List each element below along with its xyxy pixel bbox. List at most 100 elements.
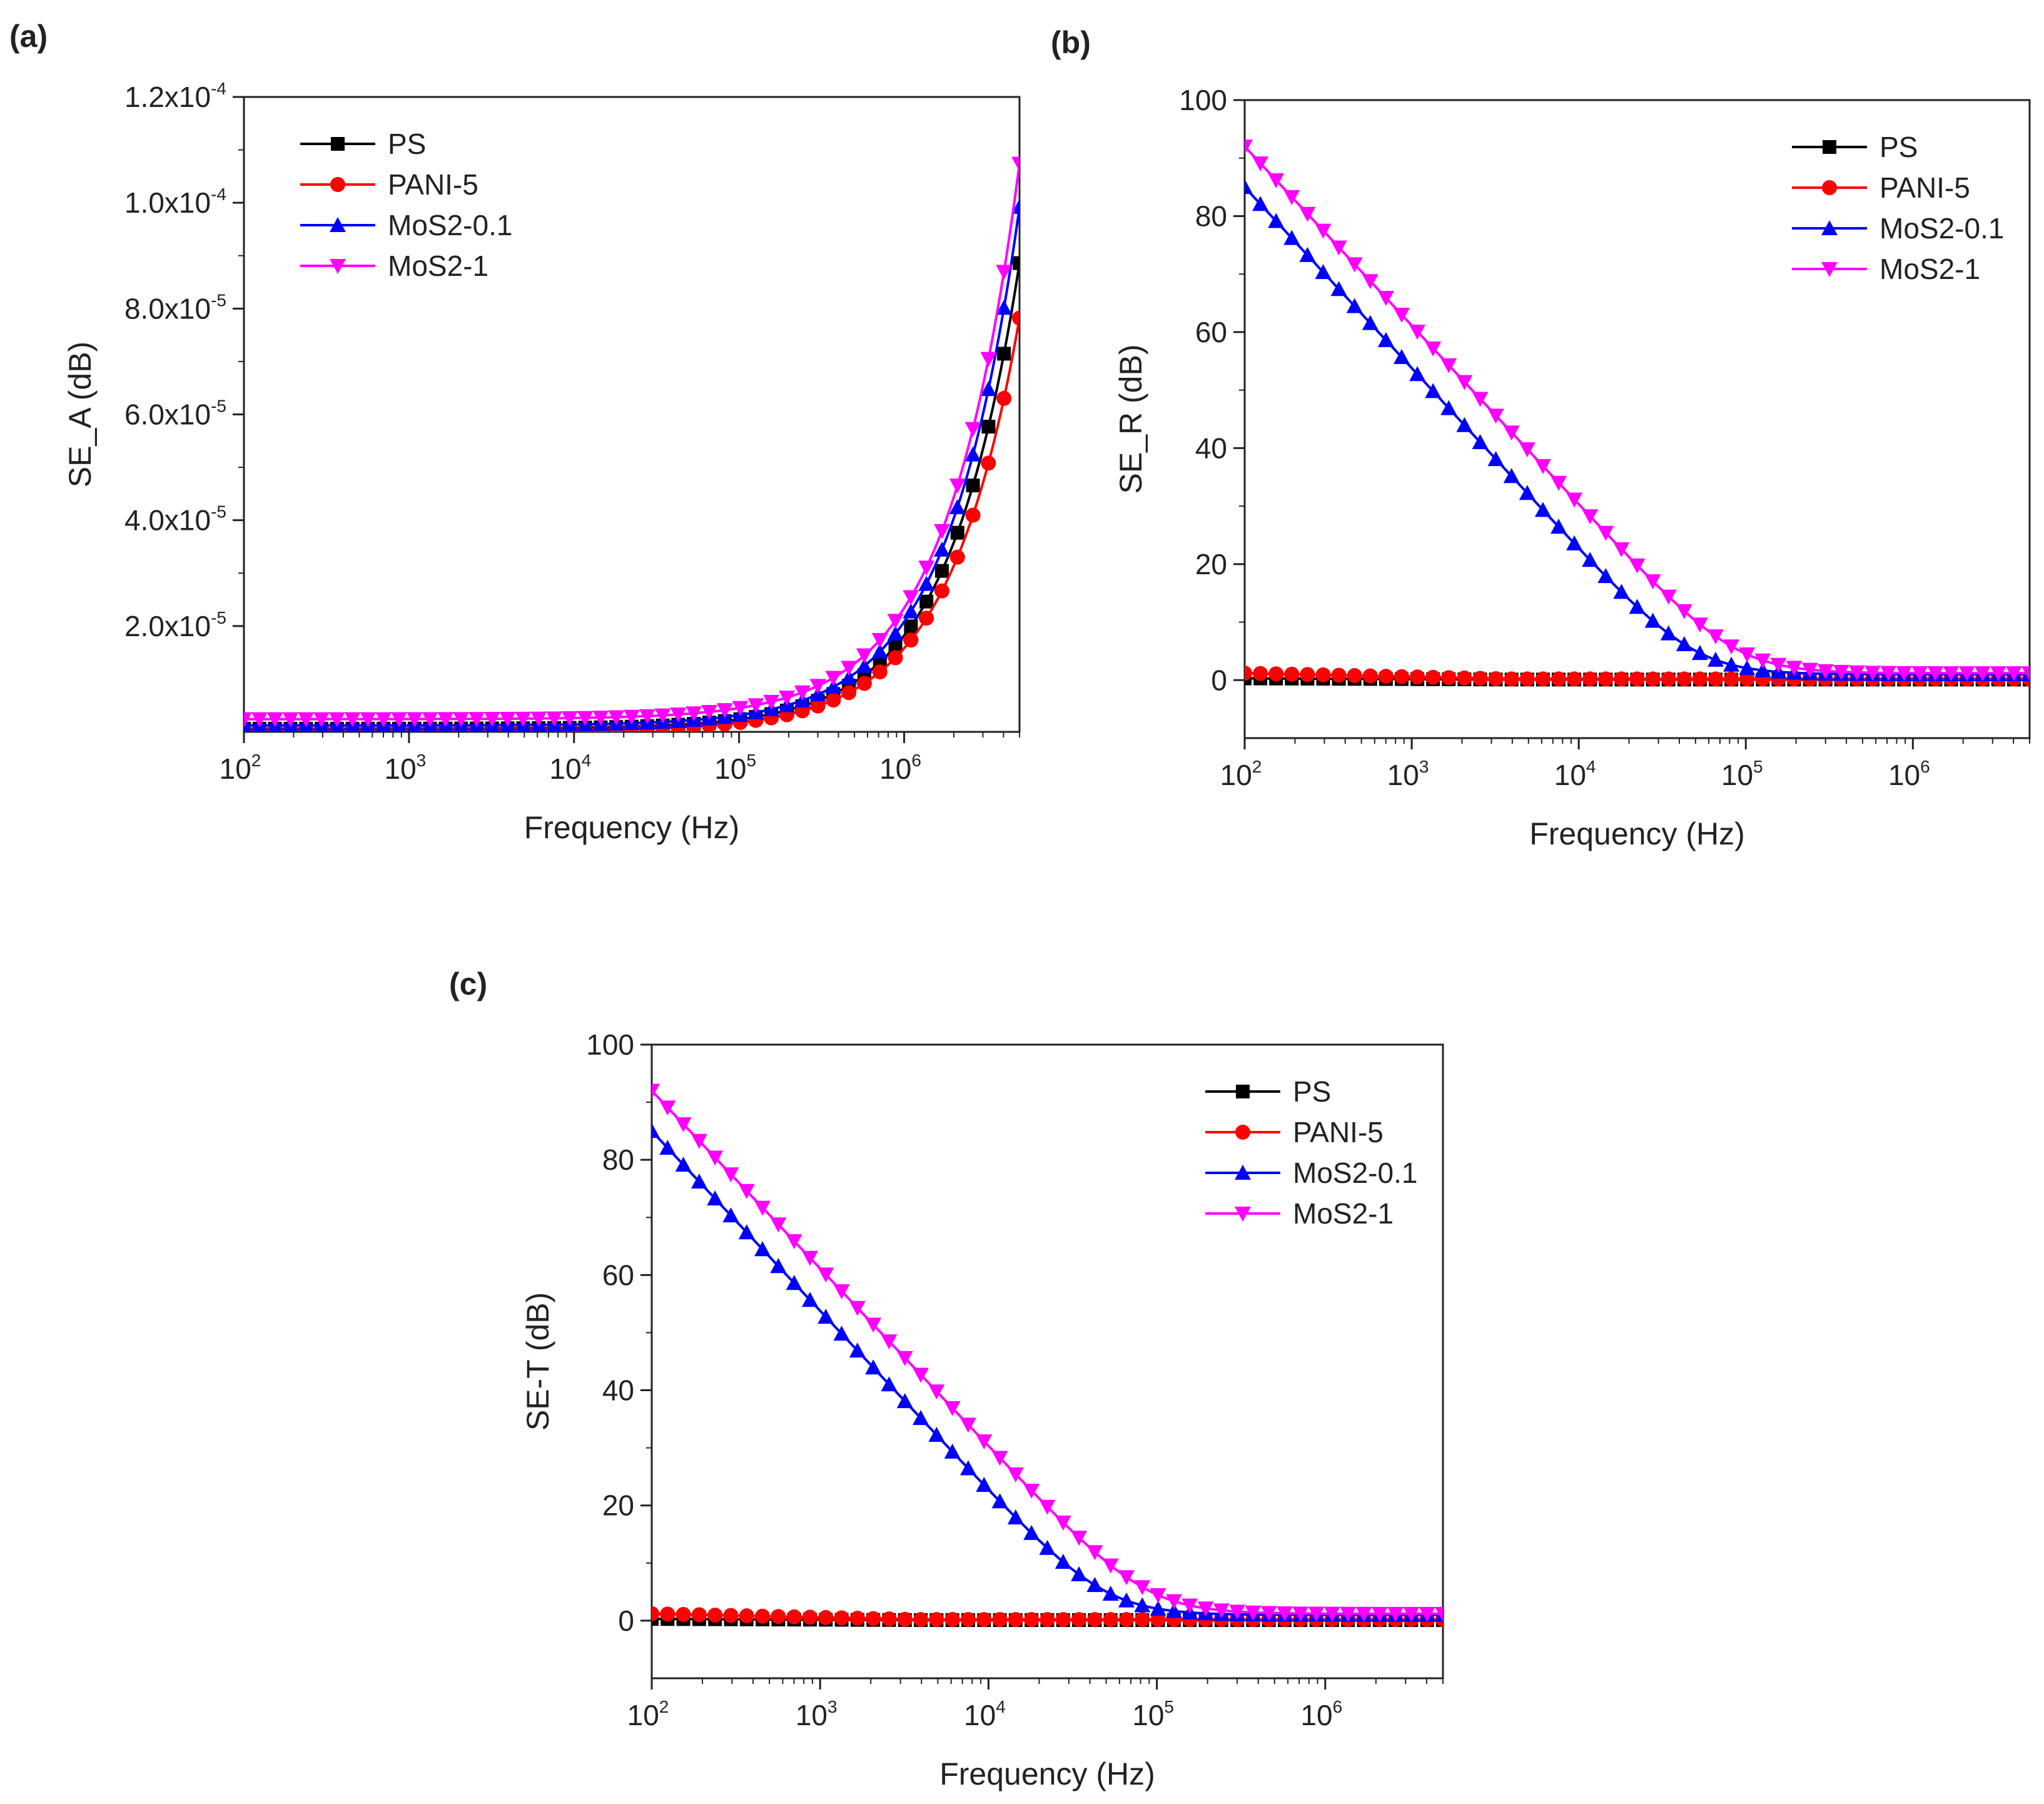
- legend: PS PANI-5 MoS2-0.1 MoS2-1: [300, 128, 512, 282]
- data-point: [1315, 223, 1332, 239]
- data-point: [483, 712, 500, 727]
- data-point: [1456, 417, 1473, 432]
- x-tick-exponent: 6: [1920, 757, 1930, 776]
- data-point: [1661, 671, 1676, 687]
- data-point: [530, 711, 547, 727]
- x-tick-label: 104: [1554, 757, 1596, 791]
- legend: PS PANI-5 MoS2-0.1 MoS2-1: [1792, 131, 2004, 285]
- data-point: [691, 1607, 707, 1623]
- data-point: [701, 704, 717, 720]
- data-point: [903, 632, 919, 648]
- data-point: [1534, 459, 1551, 474]
- data-point: [1692, 671, 1708, 687]
- panel-label: (c): [449, 966, 487, 1001]
- y-tick-label: 40: [602, 1374, 634, 1407]
- data-point: [1071, 1566, 1088, 1581]
- data-point: [944, 1401, 961, 1416]
- data-point: [453, 712, 470, 727]
- data-point: [944, 1443, 961, 1459]
- data-point: [437, 712, 454, 727]
- data-point: [1086, 1577, 1103, 1593]
- data-point: [754, 1200, 771, 1216]
- data-point: [919, 611, 934, 626]
- x-tick-exponent: 5: [1753, 757, 1763, 776]
- data-point: [1118, 1570, 1135, 1586]
- data-point: [660, 1606, 675, 1622]
- data-point: [849, 1342, 866, 1358]
- y-tick-label: 100: [586, 1028, 634, 1061]
- data-point: [1268, 173, 1285, 188]
- legend-marker: [331, 137, 345, 151]
- data-point: [1723, 639, 1740, 655]
- data-point: [1229, 1604, 1246, 1620]
- data-point: [934, 583, 949, 599]
- data-point: [360, 712, 377, 727]
- x-tick-base: 10: [879, 753, 911, 785]
- legend-marker: [330, 259, 346, 274]
- data-point: [1425, 341, 1442, 357]
- data-point: [1008, 1612, 1023, 1628]
- data-point: [1355, 1606, 1372, 1622]
- data-point: [468, 712, 485, 727]
- data-point: [1770, 657, 1787, 673]
- data-point: [1102, 1586, 1119, 1601]
- data-point: [887, 626, 904, 641]
- data-point: [1055, 1515, 1071, 1531]
- data-point: [1644, 612, 1661, 628]
- data-point: [707, 1150, 724, 1166]
- x-tick-base: 10: [220, 753, 251, 785]
- legend-marker: [1235, 1125, 1250, 1140]
- data-point: [1487, 451, 1504, 467]
- data-point: [996, 265, 1013, 280]
- data-point: [865, 1317, 882, 1333]
- data-point: [818, 1609, 834, 1625]
- data-point: [1457, 670, 1472, 686]
- x-tick-label: 103: [385, 751, 427, 785]
- y-tick-label: 80: [602, 1143, 634, 1176]
- data-point: [965, 507, 981, 523]
- panel-label: (b): [1051, 25, 1091, 60]
- x-tick-label: 103: [1387, 757, 1429, 791]
- data-point: [1252, 156, 1269, 172]
- data-point: [1134, 1597, 1151, 1613]
- data-point: [949, 499, 966, 515]
- data-point: [1566, 535, 1583, 550]
- data-point: [375, 712, 392, 727]
- x-tick-label: 105: [1721, 757, 1763, 791]
- data-point: [1245, 666, 1252, 681]
- data-point: [871, 643, 888, 659]
- data-point: [1394, 669, 1409, 684]
- data-point: [1597, 568, 1614, 584]
- y-tick-exponent: -5: [211, 290, 226, 310]
- legend-marker: [1235, 1165, 1251, 1180]
- data-point: [1268, 213, 1285, 228]
- data-point: [738, 1224, 755, 1240]
- data-point: [1927, 666, 1944, 682]
- data-point: [561, 711, 578, 727]
- data-point: [1377, 291, 1394, 307]
- data-point: [929, 1612, 944, 1628]
- data-point: [1284, 666, 1300, 682]
- x-tick-label: 104: [964, 1697, 1006, 1731]
- data-point: [934, 541, 950, 557]
- x-tick-exponent: 2: [659, 1697, 669, 1716]
- x-tick-exponent: 4: [1586, 757, 1596, 776]
- series-line: [244, 318, 1019, 732]
- data-point: [856, 657, 873, 673]
- data-point: [1409, 366, 1426, 382]
- data-point: [707, 1190, 724, 1206]
- data-point: [659, 1100, 676, 1116]
- series-mos2-0-1: [244, 198, 1019, 732]
- data-point: [1323, 1606, 1340, 1622]
- data-point: [1346, 298, 1363, 313]
- data-point: [786, 1234, 802, 1250]
- data-point: [1377, 332, 1394, 347]
- y-axis-title: SE_A (dB): [63, 342, 98, 487]
- data-point: [1488, 671, 1504, 687]
- data-point: [1165, 1594, 1182, 1609]
- data-point: [1347, 668, 1362, 684]
- data-point: [266, 712, 283, 727]
- x-axis-title: Frequency (Hz): [1529, 816, 1745, 851]
- y-tick-exponent: -4: [211, 79, 226, 98]
- data-point: [1739, 647, 1756, 663]
